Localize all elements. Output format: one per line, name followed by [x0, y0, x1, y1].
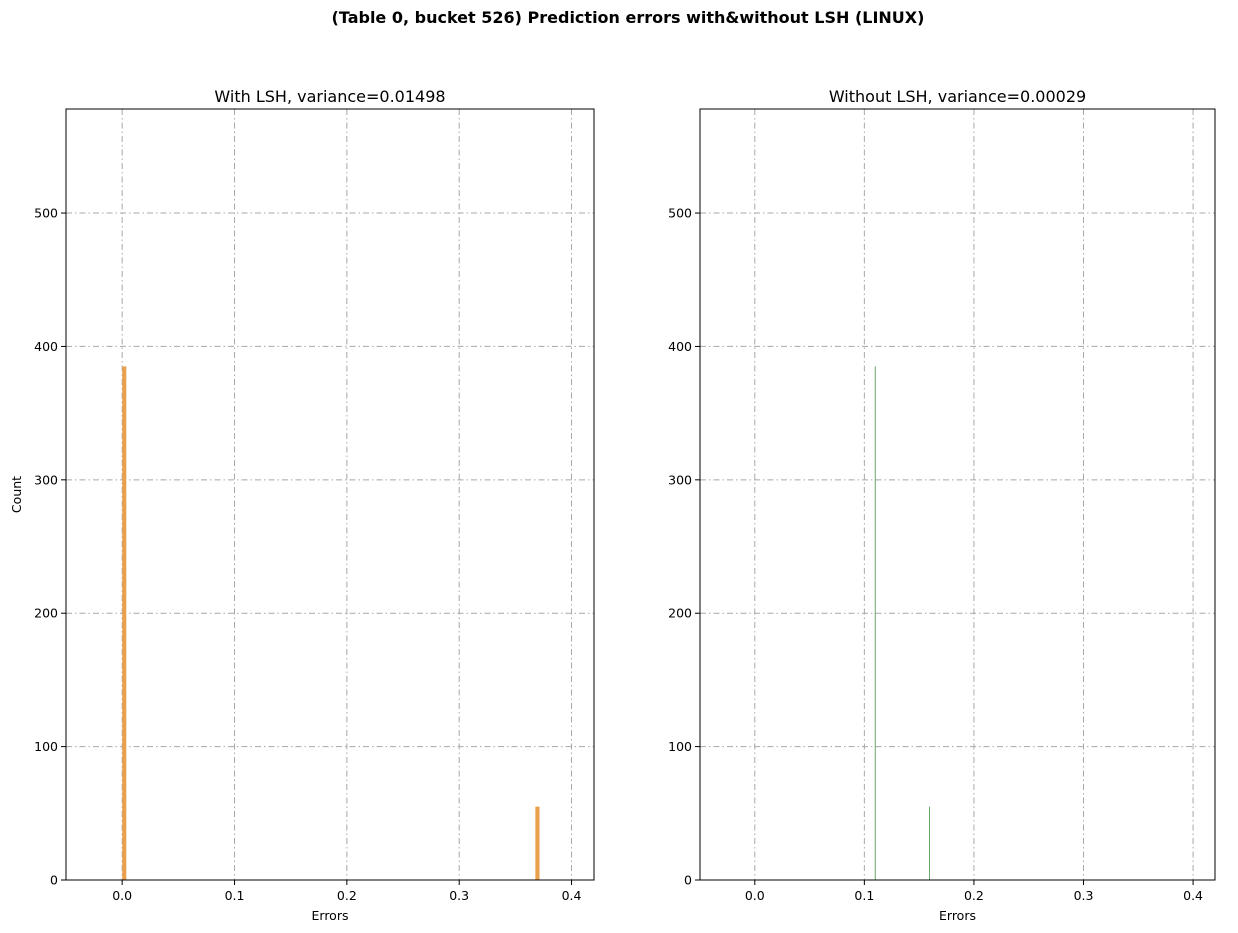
x-axis-label: Errors — [312, 908, 349, 923]
y-tick-label: 400 — [34, 339, 58, 354]
x-tick-label: 0.1 — [854, 888, 874, 903]
y-tick-label: 200 — [34, 606, 58, 621]
y-axis-label: Count — [9, 476, 24, 513]
x-tick-label: 0.4 — [1183, 888, 1203, 903]
y-tick-label: 200 — [668, 606, 692, 621]
y-tick-label: 0 — [50, 873, 58, 888]
y-tick-label: 100 — [34, 739, 58, 754]
x-axis-label: Errors — [939, 908, 976, 923]
axes-frame — [65, 108, 595, 881]
axes-frame — [699, 108, 1216, 881]
y-tick-label: 0 — [684, 873, 692, 888]
histogram-bar — [122, 366, 127, 880]
x-tick-label: 0.0 — [112, 888, 132, 903]
histogram-bar — [929, 806, 931, 880]
x-tick-label: 0.1 — [225, 888, 245, 903]
right-subplot-without-lsh: 0.0 0.1 0.2 0.3 0.4 0 100 200 300 400 500 Without L… — [668, 87, 1216, 923]
y-tick-label: 300 — [668, 472, 692, 487]
x-tick-label: 0.3 — [1074, 888, 1094, 903]
x-tick-label: 0.2 — [337, 888, 357, 903]
y-tick-label: 500 — [34, 206, 58, 221]
figure-suptitle: (Table 0, bucket 526) Prediction errors … — [332, 8, 925, 27]
subplot-title: Without LSH, variance=0.00029 — [829, 87, 1086, 106]
y-tick-label: 300 — [34, 472, 58, 487]
x-tick-label: 0.4 — [562, 888, 582, 903]
x-tick-label: 0.0 — [745, 888, 765, 903]
y-tick-label: 100 — [668, 739, 692, 754]
y-tick-label: 500 — [668, 206, 692, 221]
x-tick-label: 0.3 — [449, 888, 469, 903]
y-tick-label: 400 — [668, 339, 692, 354]
left-subplot-with-lsh: 0.0 0.1 0.2 0.3 0.4 0 100 200 300 400 500 With LSH,… — [9, 87, 595, 923]
histogram-bar — [535, 806, 540, 880]
histogram-bar — [874, 366, 876, 880]
subplot-title: With LSH, variance=0.01498 — [214, 87, 445, 106]
x-tick-label: 0.2 — [964, 888, 984, 903]
